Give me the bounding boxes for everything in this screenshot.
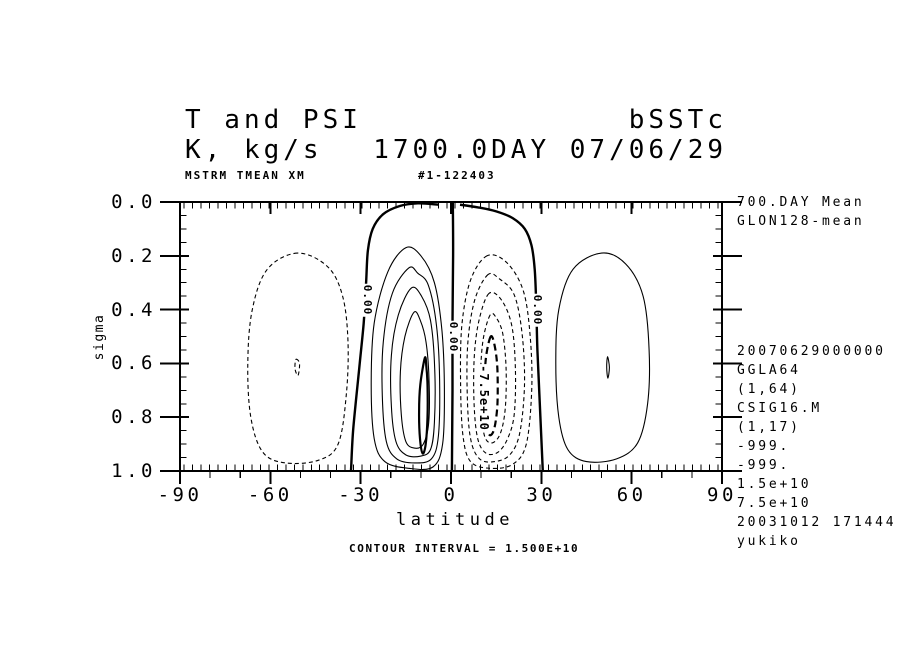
right-panel-line: yukiko (737, 534, 801, 549)
right-panel-line: GGLA64 (737, 363, 801, 378)
right-panel-line: 700.DAY Mean (737, 195, 865, 210)
time-label: 1700.0DAY 07/06/29 (373, 135, 727, 165)
x-tick-label: 0 (443, 484, 459, 506)
x-tick-label: 30 (526, 484, 557, 506)
right-panel-line: -999. (737, 458, 791, 473)
contour-value-label: 0.00 (445, 320, 460, 353)
x-tick-label: -90 (157, 484, 203, 506)
y-tick-label: 0.2 (111, 244, 156, 267)
y-tick-label: 0.8 (111, 406, 156, 429)
contour-value-label: -7.5e+10 (476, 364, 491, 433)
y-tick-label: 0.4 (111, 298, 156, 321)
right-panel-line: (1,17) (737, 420, 801, 435)
right-panel-line: (1,64) (737, 382, 801, 397)
x-tick-label: -60 (247, 484, 293, 506)
x-tick-label: -30 (338, 484, 384, 506)
right-panel-line: GLON128-mean (737, 214, 865, 229)
right-panel-line: -999. (737, 439, 791, 454)
right-panel-line: CSIG16.M (737, 401, 823, 416)
variable-meta: MSTRM TMEAN XM (185, 169, 306, 182)
run-id: #1-122403 (418, 169, 496, 182)
units-label: K, kg/s (185, 135, 323, 165)
contour-interval-note: CONTOUR INTERVAL = 1.500E+10 (349, 542, 580, 555)
right-panel-line: 20031012 171444 (737, 515, 897, 530)
latitude-axis-title: latitude (396, 510, 514, 530)
experiment-label: bSSTc (628, 105, 727, 135)
right-panel-line: 1.5e+10 (737, 477, 812, 492)
x-tick-label: 90 (707, 484, 737, 506)
y-tick-label: 1.0 (111, 460, 156, 482)
right-panel-line: 7.5e+10 (737, 496, 812, 511)
right-panel-line: 20070629000000 (737, 344, 886, 359)
contour-value-label: 0.00 (360, 283, 375, 317)
y-tick-label: 0.0 (111, 191, 156, 213)
figure-title: T and PSI (185, 105, 362, 135)
contour-value-label: 0.00 (529, 293, 544, 326)
x-tick-label: 60 (616, 484, 647, 506)
y-tick-label: 0.6 (111, 352, 156, 375)
